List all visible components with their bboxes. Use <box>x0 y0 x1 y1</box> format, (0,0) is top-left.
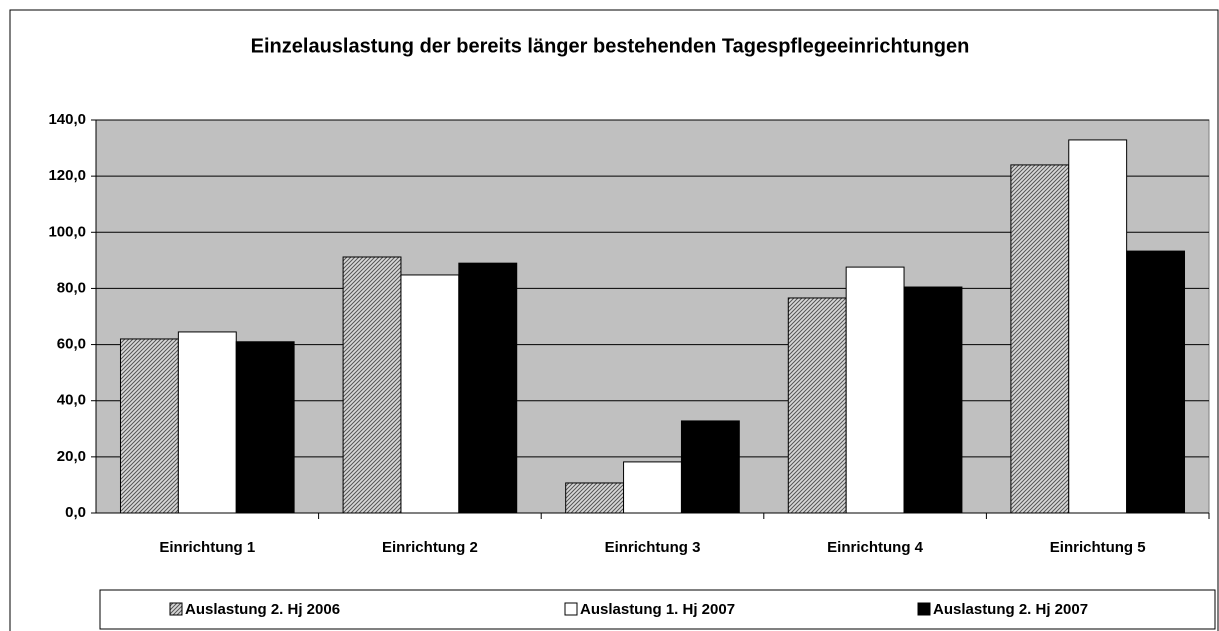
y-tick-label: 60,0 <box>57 336 86 353</box>
bar <box>903 286 963 514</box>
bar <box>623 461 682 514</box>
bar <box>1126 250 1186 514</box>
bar <box>342 256 402 514</box>
y-tick-label: 120,0 <box>48 167 86 184</box>
y-tick-label: 20,0 <box>57 448 86 465</box>
legend-label: Auslastung 1. Hj 2007 <box>580 601 735 618</box>
x-tick-label: Einrichtung 1 <box>159 539 255 556</box>
bar <box>1010 164 1070 514</box>
bar <box>177 331 237 514</box>
bar <box>787 297 847 514</box>
legend-swatch <box>169 602 183 616</box>
legend-swatch <box>917 602 931 616</box>
y-tick-label: 100,0 <box>48 223 86 240</box>
bar <box>1068 139 1128 514</box>
bar <box>235 341 295 514</box>
legend-box <box>99 589 1216 630</box>
legend-swatch <box>564 602 578 616</box>
x-tick-label: Einrichtung 3 <box>605 539 701 556</box>
y-tick-label: 0,0 <box>65 504 86 521</box>
x-tick-label: Einrichtung 5 <box>1050 539 1146 556</box>
y-tick-label: 80,0 <box>57 279 86 296</box>
bar <box>400 274 460 514</box>
bar <box>845 266 905 514</box>
legend-label: Auslastung 2. Hj 2007 <box>933 601 1088 618</box>
x-tick-label: Einrichtung 2 <box>382 539 478 556</box>
y-tick-label: 140,0 <box>48 111 86 128</box>
y-tick-label: 40,0 <box>57 392 86 409</box>
bar <box>680 420 740 514</box>
bar <box>565 482 625 514</box>
bar <box>119 338 179 514</box>
legend-label: Auslastung 2. Hj 2006 <box>185 601 340 618</box>
bar <box>458 262 518 514</box>
x-tick-label: Einrichtung 4 <box>827 539 923 556</box>
chart-title: Einzelauslastung der bereits länger best… <box>251 35 970 57</box>
